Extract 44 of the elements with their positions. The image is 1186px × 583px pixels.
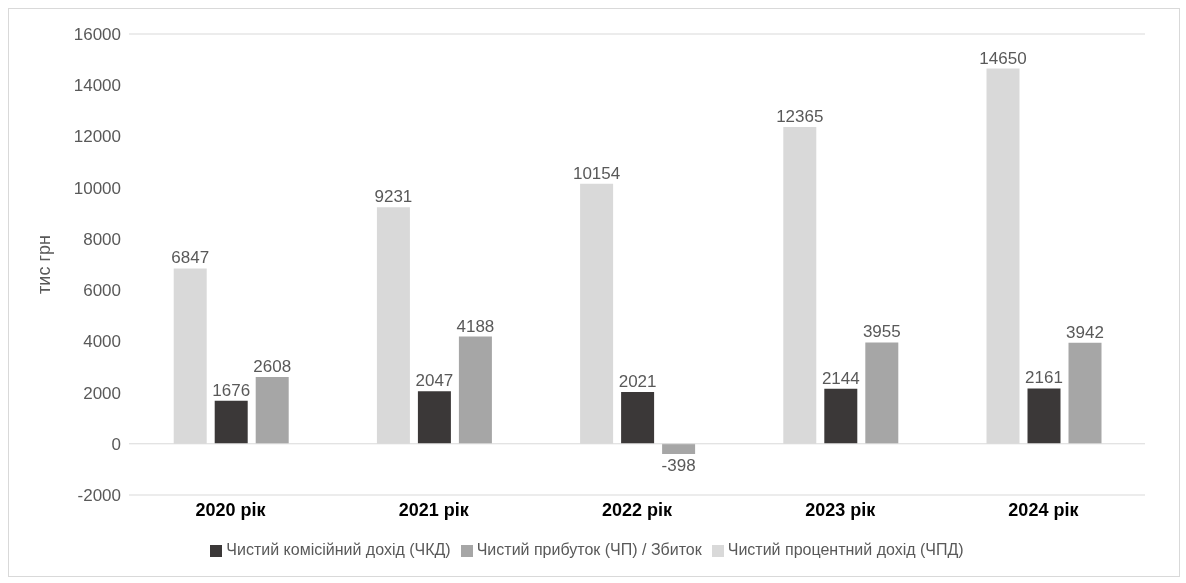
data-label: 1676: [212, 380, 251, 400]
y-tick-label: -2000: [77, 486, 121, 506]
data-label: 3942: [1066, 322, 1104, 342]
data-label: 14650: [979, 48, 1027, 68]
data-label: 2161: [1025, 368, 1063, 388]
bar: [255, 376, 289, 444]
data-label: 12365: [776, 107, 824, 127]
y-tick-label: 2000: [83, 383, 121, 403]
x-tick-label: 2021 рік: [398, 499, 470, 520]
data-label: 9231: [374, 187, 413, 207]
x-tick-label: 2023 рік: [805, 499, 877, 520]
y-tick-label: 8000: [83, 229, 121, 249]
data-label: -398: [661, 456, 696, 476]
bar: [865, 342, 899, 444]
data-label: 2144: [821, 368, 860, 388]
bar: [214, 400, 248, 444]
x-tick-label: 2022 рік: [601, 499, 674, 520]
data-label: 2021: [618, 372, 657, 392]
bar: [662, 443, 696, 454]
legend-label: Чистий комісійний дохід (ЧКД): [226, 541, 451, 558]
bar: [1027, 388, 1061, 444]
y-tick-label: 14000: [73, 76, 121, 96]
bar: [824, 388, 858, 444]
x-tick-label: 2024 рік: [1008, 499, 1080, 520]
y-tick-label: 4000: [83, 332, 121, 352]
bar: [621, 392, 655, 444]
y-tick-label: 10000: [73, 178, 121, 198]
data-label: 2047: [415, 371, 454, 391]
data-label: 4188: [456, 316, 495, 336]
bar: [458, 336, 492, 444]
y-tick-label: 16000: [73, 25, 121, 45]
y-tick-label: 12000: [73, 127, 121, 147]
x-tick-label: 2020 рік: [195, 499, 267, 520]
bar: [417, 391, 451, 444]
y-tick-label: 6000: [83, 281, 121, 301]
data-label: 2608: [253, 356, 292, 376]
data-label: 3955: [862, 322, 901, 342]
y-tick-label: 0: [111, 434, 121, 454]
legend-label: Чистий прибуток (ЧП) / Збиток: [476, 541, 702, 558]
legend-label: Чистий процентний дохід (ЧПД): [727, 541, 964, 558]
data-label: 10154: [572, 163, 621, 183]
y-axis-title: тис грн: [34, 235, 55, 294]
bar: [1068, 342, 1102, 444]
data-label: 6847: [171, 248, 210, 268]
